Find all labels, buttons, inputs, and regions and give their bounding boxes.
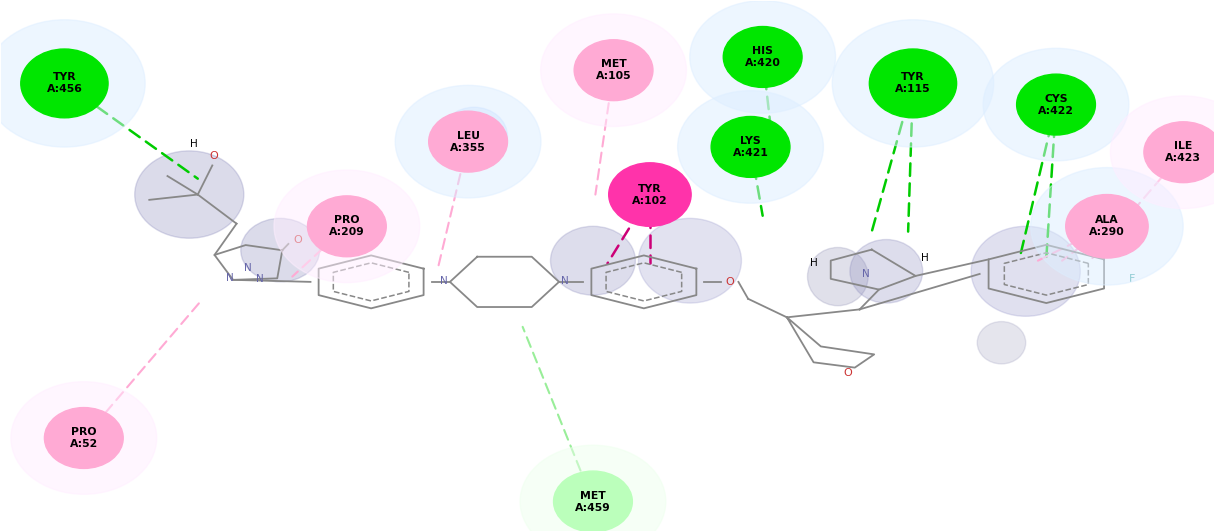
Ellipse shape xyxy=(723,27,802,87)
Text: LYS
A:421: LYS A:421 xyxy=(733,136,768,158)
Ellipse shape xyxy=(307,196,386,257)
Ellipse shape xyxy=(678,90,824,203)
Ellipse shape xyxy=(711,117,790,177)
Ellipse shape xyxy=(429,111,508,172)
Text: N: N xyxy=(255,274,264,284)
Ellipse shape xyxy=(11,381,157,494)
Text: O: O xyxy=(843,368,852,378)
Ellipse shape xyxy=(275,170,419,282)
Text: CYS
A:422: CYS A:422 xyxy=(1038,94,1074,115)
Ellipse shape xyxy=(609,163,691,226)
Ellipse shape xyxy=(441,107,508,165)
Ellipse shape xyxy=(850,239,922,303)
Ellipse shape xyxy=(554,471,632,532)
Text: LEU
A:355: LEU A:355 xyxy=(451,131,486,153)
Ellipse shape xyxy=(977,321,1025,364)
Text: N: N xyxy=(561,276,569,286)
Ellipse shape xyxy=(395,85,541,198)
Ellipse shape xyxy=(541,14,686,127)
Text: O: O xyxy=(294,235,303,245)
Ellipse shape xyxy=(135,151,244,238)
Text: N: N xyxy=(226,273,233,283)
Ellipse shape xyxy=(870,49,956,118)
Text: PRO
A:209: PRO A:209 xyxy=(329,215,364,237)
Text: TYR
A:102: TYR A:102 xyxy=(632,184,668,205)
Ellipse shape xyxy=(832,20,994,147)
Text: ILE
A:423: ILE A:423 xyxy=(1165,141,1202,163)
Text: O: O xyxy=(725,277,734,287)
Ellipse shape xyxy=(520,445,666,532)
Text: N: N xyxy=(440,276,447,286)
Text: F: F xyxy=(1129,274,1136,284)
Text: HIS
A:420: HIS A:420 xyxy=(745,46,780,68)
Ellipse shape xyxy=(638,218,741,303)
Text: TYR
A:456: TYR A:456 xyxy=(46,72,83,94)
Text: O: O xyxy=(209,151,217,161)
Text: ALA
A:290: ALA A:290 xyxy=(1089,215,1125,237)
Ellipse shape xyxy=(971,226,1080,317)
Ellipse shape xyxy=(575,40,652,101)
Text: TYR
A:115: TYR A:115 xyxy=(895,72,931,94)
Text: N: N xyxy=(861,269,870,279)
Ellipse shape xyxy=(983,48,1129,161)
Ellipse shape xyxy=(1030,168,1183,285)
Text: MET
A:105: MET A:105 xyxy=(595,59,632,81)
Text: H: H xyxy=(809,258,818,268)
Ellipse shape xyxy=(690,1,836,113)
Ellipse shape xyxy=(45,408,123,469)
Text: H: H xyxy=(921,253,928,263)
Ellipse shape xyxy=(0,20,145,147)
Ellipse shape xyxy=(241,218,320,282)
Ellipse shape xyxy=(1017,74,1096,135)
Ellipse shape xyxy=(1111,96,1215,209)
Ellipse shape xyxy=(808,247,869,306)
Text: H: H xyxy=(191,139,198,149)
Text: N: N xyxy=(243,263,252,272)
Ellipse shape xyxy=(21,49,108,118)
Text: MET
A:459: MET A:459 xyxy=(575,491,611,512)
Text: PRO
A:52: PRO A:52 xyxy=(69,427,98,449)
Ellipse shape xyxy=(1066,195,1148,258)
Ellipse shape xyxy=(550,226,635,295)
Ellipse shape xyxy=(1143,122,1215,182)
